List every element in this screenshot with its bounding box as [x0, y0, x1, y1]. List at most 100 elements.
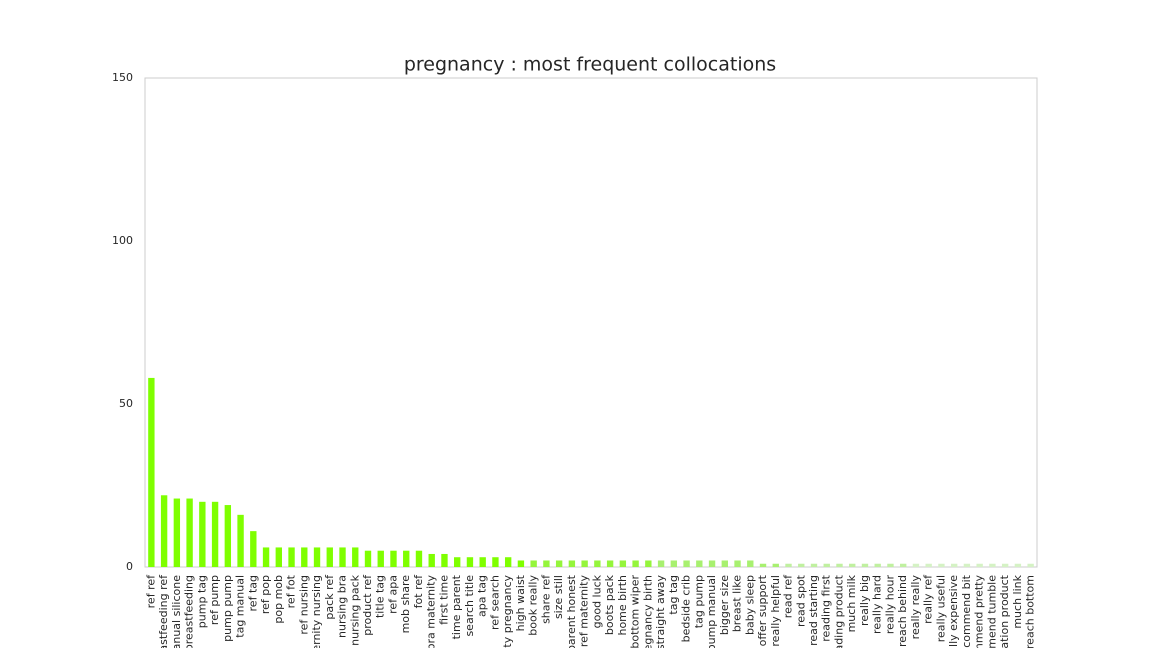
bar	[645, 560, 652, 567]
bar	[441, 553, 448, 567]
x-tick-label: really ref	[922, 574, 935, 624]
bar	[568, 560, 576, 567]
x-tick-label: fot ref	[412, 574, 425, 608]
chart-title: pregnancy : most frequent collocations	[404, 54, 776, 76]
bar	[1014, 563, 1022, 567]
bar	[339, 547, 346, 567]
bar	[606, 560, 614, 567]
x-tick-label: ref pop	[259, 575, 272, 614]
bar	[1027, 563, 1034, 567]
x-tick-label: really big	[858, 575, 871, 626]
y-tick-label: 100	[112, 234, 133, 247]
x-tick-label: pump tag	[195, 575, 208, 628]
x-tick-label: baby sleep	[743, 575, 756, 635]
x-tick-label: recommend tumble	[985, 575, 998, 648]
x-tick-label: title tag	[374, 575, 387, 618]
bar	[390, 550, 397, 567]
x-tick-label: pump pump	[221, 575, 234, 642]
x-tick-label: offer support	[756, 574, 769, 646]
bar	[313, 547, 321, 567]
bar	[199, 501, 206, 567]
bar	[326, 547, 333, 567]
bar	[415, 550, 423, 567]
bar	[454, 557, 461, 567]
bar	[466, 557, 474, 567]
bar	[989, 563, 996, 567]
x-tick-label: ref search	[488, 575, 501, 630]
bar	[224, 505, 232, 567]
x-tick-label: bottom wiper	[629, 575, 642, 648]
x-tick-label: share ref	[539, 574, 552, 624]
y-tick-label: 0	[126, 560, 133, 573]
x-tick-label: breastfeeding	[183, 575, 196, 648]
x-tick-label: product ref	[361, 574, 374, 636]
bar	[403, 550, 410, 567]
bar	[288, 547, 295, 567]
x-tick-label: nursing bra	[336, 575, 349, 638]
x-tick-label: really helpful	[769, 575, 782, 647]
x-tick-label: boots pack	[603, 574, 616, 635]
x-tick-label: reading first	[820, 574, 833, 641]
x-tick-label: pump manual	[705, 575, 718, 648]
bar	[657, 560, 665, 567]
x-tick-label: pop mob	[272, 575, 285, 624]
x-tick-label: breastfeeding ref	[157, 574, 170, 648]
x-tick-label: read starting	[807, 575, 820, 646]
bar	[301, 547, 308, 567]
bar	[721, 560, 728, 567]
bar	[849, 563, 856, 567]
bar	[861, 563, 869, 567]
x-tick-label: read ref	[782, 574, 795, 618]
x-tick-label: bedside crib	[680, 575, 693, 642]
x-tick-label: really hard	[871, 575, 884, 634]
x-tick-label: really expensive	[947, 575, 960, 648]
bar	[250, 531, 257, 567]
bar	[173, 498, 181, 567]
x-tick-label: ref maternity	[578, 575, 591, 648]
x-tick-label: ref apa	[386, 575, 399, 614]
x-tick-label: reach bottom	[1024, 575, 1037, 648]
bar	[543, 560, 550, 567]
bar	[211, 501, 219, 567]
bar	[504, 557, 512, 567]
x-tick-label: reach behind	[896, 575, 909, 647]
bar	[683, 560, 690, 567]
bar	[785, 563, 792, 567]
x-tick-label: tag pump	[692, 575, 705, 628]
y-tick-label: 150	[112, 71, 133, 84]
bar	[887, 563, 894, 567]
bar	[963, 563, 971, 567]
x-tick-label: tag manual	[234, 575, 247, 638]
x-tick-label: bra maternity	[425, 575, 438, 648]
bar	[517, 560, 525, 567]
x-tick-label: reading product	[832, 574, 845, 648]
x-tick-label: high waist	[514, 574, 527, 631]
bar	[912, 563, 920, 567]
x-tick-label: ref ref	[144, 574, 157, 608]
x-tick-label: breast like	[731, 575, 744, 632]
x-tick-label: apa tag	[476, 575, 489, 617]
bar	[772, 563, 779, 567]
x-tick-label: time parent	[450, 574, 463, 639]
x-tick-label: recommend pretty	[973, 575, 986, 648]
bar	[670, 560, 678, 567]
bar	[275, 547, 282, 567]
bar	[428, 553, 435, 567]
x-tick-label: bigger size	[718, 575, 731, 635]
x-tick-label: really useful	[934, 575, 947, 642]
bar	[160, 495, 168, 567]
bar	[900, 563, 907, 567]
bar	[950, 563, 958, 567]
bar	[925, 563, 932, 567]
bar	[492, 557, 499, 567]
bar	[938, 563, 945, 567]
bar	[696, 560, 703, 567]
bar	[555, 560, 563, 567]
bar	[976, 563, 983, 567]
x-tick-label: pregnancy birth	[641, 575, 654, 648]
bar	[874, 563, 881, 567]
bar	[1001, 563, 1009, 567]
bar	[836, 563, 843, 567]
x-tick-label: maternity pregnancy	[501, 575, 514, 648]
x-tick-label: tag tag	[667, 575, 680, 615]
